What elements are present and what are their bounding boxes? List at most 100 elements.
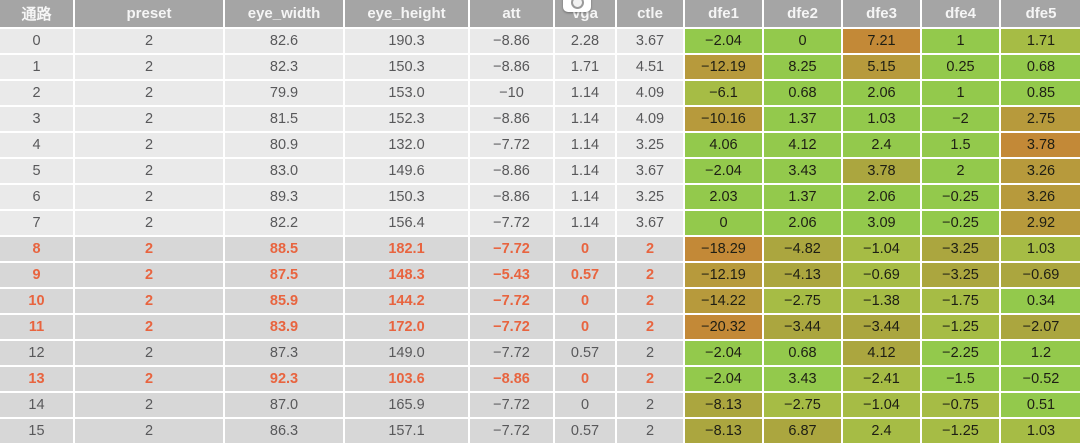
cell-dfe2[interactable]: 1.37 xyxy=(764,185,843,211)
cell-dfe4[interactable]: 2 xyxy=(922,159,1001,185)
cell-dfe4[interactable]: 1 xyxy=(922,29,1001,55)
cell-att[interactable]: −8.86 xyxy=(470,55,555,81)
cell-dfe4[interactable]: 0.25 xyxy=(922,55,1001,81)
cell-ctle[interactable]: 2 xyxy=(617,237,685,263)
header-eye_width[interactable]: eye_width xyxy=(225,0,345,29)
cell-eye_height[interactable]: 150.3 xyxy=(345,185,470,211)
cell-channel[interactable]: 3 xyxy=(0,107,75,133)
cell-eye_width[interactable]: 79.9 xyxy=(225,81,345,107)
cell-dfe3[interactable]: 7.21 xyxy=(843,29,922,55)
cell-dfe5[interactable]: 0.34 xyxy=(1001,289,1080,315)
cell-att[interactable]: −8.86 xyxy=(470,159,555,185)
header-dfe3[interactable]: dfe3 xyxy=(843,0,922,29)
cell-dfe5[interactable]: 3.26 xyxy=(1001,185,1080,211)
cell-att[interactable]: −10 xyxy=(470,81,555,107)
cell-dfe5[interactable]: −0.52 xyxy=(1001,367,1080,393)
cell-eye_height[interactable]: 182.1 xyxy=(345,237,470,263)
cell-att[interactable]: −8.86 xyxy=(470,29,555,55)
cell-dfe4[interactable]: −1.25 xyxy=(922,419,1001,445)
cell-eye_width[interactable]: 82.6 xyxy=(225,29,345,55)
cell-dfe2[interactable]: 6.87 xyxy=(764,419,843,445)
cell-vga[interactable]: 0 xyxy=(555,289,617,315)
cell-dfe2[interactable]: −2.75 xyxy=(764,393,843,419)
cell-dfe2[interactable]: 3.43 xyxy=(764,367,843,393)
cell-vga[interactable]: 0.57 xyxy=(555,263,617,289)
cell-ctle[interactable]: 2 xyxy=(617,263,685,289)
cell-dfe3[interactable]: −3.44 xyxy=(843,315,922,341)
cell-channel[interactable]: 14 xyxy=(0,393,75,419)
cell-dfe1[interactable]: −2.04 xyxy=(685,159,764,185)
cell-dfe5[interactable]: 3.26 xyxy=(1001,159,1080,185)
cell-preset[interactable]: 2 xyxy=(75,29,225,55)
cell-preset[interactable]: 2 xyxy=(75,393,225,419)
cell-dfe3[interactable]: −0.69 xyxy=(843,263,922,289)
cell-dfe1[interactable]: 2.03 xyxy=(685,185,764,211)
cell-eye_width[interactable]: 85.9 xyxy=(225,289,345,315)
cell-channel[interactable]: 2 xyxy=(0,81,75,107)
cell-ctle[interactable]: 3.67 xyxy=(617,29,685,55)
cell-eye_width[interactable]: 88.5 xyxy=(225,237,345,263)
cell-eye_width[interactable]: 86.3 xyxy=(225,419,345,445)
cell-channel[interactable]: 15 xyxy=(0,419,75,445)
cell-dfe3[interactable]: 2.4 xyxy=(843,133,922,159)
cell-eye_width[interactable]: 89.3 xyxy=(225,185,345,211)
cell-dfe1[interactable]: −18.29 xyxy=(685,237,764,263)
cell-preset[interactable]: 2 xyxy=(75,133,225,159)
cell-dfe3[interactable]: 2.06 xyxy=(843,81,922,107)
cell-dfe1[interactable]: −8.13 xyxy=(685,419,764,445)
header-dfe2[interactable]: dfe2 xyxy=(764,0,843,29)
cell-att[interactable]: −8.86 xyxy=(470,107,555,133)
cell-dfe3[interactable]: 3.78 xyxy=(843,159,922,185)
cell-channel[interactable]: 7 xyxy=(0,211,75,237)
cell-preset[interactable]: 2 xyxy=(75,237,225,263)
cell-eye_width[interactable]: 81.5 xyxy=(225,107,345,133)
cell-preset[interactable]: 2 xyxy=(75,107,225,133)
header-att[interactable]: att xyxy=(470,0,555,29)
header-dfe4[interactable]: dfe4 xyxy=(922,0,1001,29)
cell-dfe2[interactable]: 8.25 xyxy=(764,55,843,81)
cell-eye_width[interactable]: 87.0 xyxy=(225,393,345,419)
floating-control-badge[interactable] xyxy=(563,0,591,12)
cell-channel[interactable]: 6 xyxy=(0,185,75,211)
cell-eye_width[interactable]: 82.3 xyxy=(225,55,345,81)
cell-eye_height[interactable]: 190.3 xyxy=(345,29,470,55)
cell-eye_width[interactable]: 83.9 xyxy=(225,315,345,341)
cell-dfe3[interactable]: 1.03 xyxy=(843,107,922,133)
cell-eye_height[interactable]: 132.0 xyxy=(345,133,470,159)
cell-dfe2[interactable]: 0 xyxy=(764,29,843,55)
cell-channel[interactable]: 4 xyxy=(0,133,75,159)
cell-att[interactable]: −7.72 xyxy=(470,315,555,341)
cell-eye_height[interactable]: 156.4 xyxy=(345,211,470,237)
cell-vga[interactable]: 0 xyxy=(555,237,617,263)
cell-dfe5[interactable]: 1.2 xyxy=(1001,341,1080,367)
header-dfe5[interactable]: dfe5 xyxy=(1001,0,1080,29)
cell-dfe2[interactable]: −2.75 xyxy=(764,289,843,315)
cell-vga[interactable]: 0 xyxy=(555,315,617,341)
cell-dfe4[interactable]: −1.5 xyxy=(922,367,1001,393)
cell-vga[interactable]: 0 xyxy=(555,393,617,419)
cell-preset[interactable]: 2 xyxy=(75,159,225,185)
cell-channel[interactable]: 10 xyxy=(0,289,75,315)
cell-eye_height[interactable]: 152.3 xyxy=(345,107,470,133)
cell-dfe5[interactable]: 3.78 xyxy=(1001,133,1080,159)
cell-vga[interactable]: 1.14 xyxy=(555,211,617,237)
cell-dfe5[interactable]: 0.51 xyxy=(1001,393,1080,419)
cell-att[interactable]: −7.72 xyxy=(470,237,555,263)
cell-dfe2[interactable]: 4.12 xyxy=(764,133,843,159)
header-dfe1[interactable]: dfe1 xyxy=(685,0,764,29)
cell-dfe1[interactable]: −12.19 xyxy=(685,55,764,81)
cell-channel[interactable]: 9 xyxy=(0,263,75,289)
cell-eye_height[interactable]: 150.3 xyxy=(345,55,470,81)
header-preset[interactable]: preset xyxy=(75,0,225,29)
cell-dfe1[interactable]: −14.22 xyxy=(685,289,764,315)
cell-eye_width[interactable]: 80.9 xyxy=(225,133,345,159)
cell-preset[interactable]: 2 xyxy=(75,315,225,341)
cell-preset[interactable]: 2 xyxy=(75,289,225,315)
cell-att[interactable]: −8.86 xyxy=(470,367,555,393)
cell-vga[interactable]: 2.28 xyxy=(555,29,617,55)
cell-preset[interactable]: 2 xyxy=(75,185,225,211)
cell-dfe3[interactable]: 3.09 xyxy=(843,211,922,237)
cell-dfe2[interactable]: 0.68 xyxy=(764,341,843,367)
cell-dfe1[interactable]: −2.04 xyxy=(685,367,764,393)
cell-vga[interactable]: 0.57 xyxy=(555,419,617,445)
